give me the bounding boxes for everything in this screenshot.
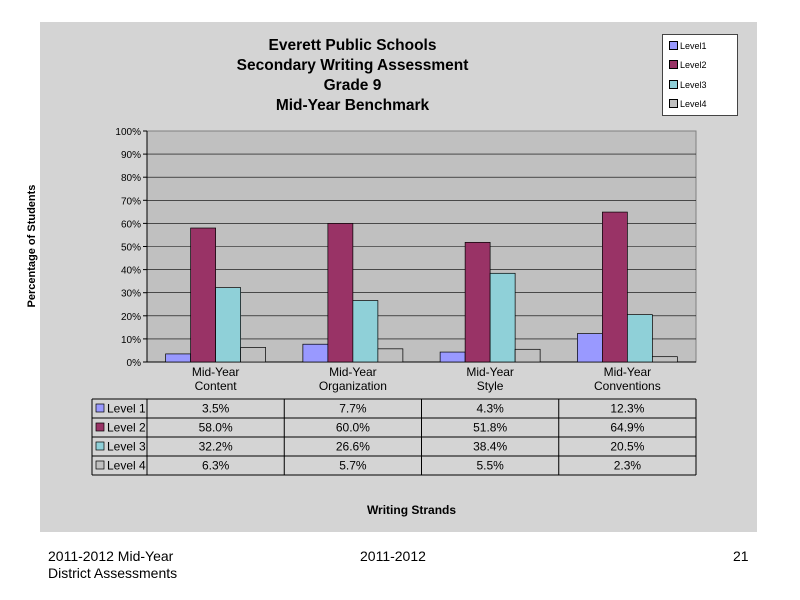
x-category-label: Mid-Year <box>192 365 240 379</box>
table-cell-value: 51.8% <box>473 421 507 435</box>
x-category-label: Mid-Year <box>466 365 514 379</box>
table-cell-value: 2.3% <box>614 459 642 473</box>
x-category-label: Mid-Year <box>604 365 652 379</box>
table-cell-value: 38.4% <box>473 440 507 454</box>
x-category-label: Style <box>477 379 504 393</box>
chart-title-line-1: Everett Public Schools <box>268 37 437 54</box>
bar-level-4-cat-1 <box>240 347 266 363</box>
table-cell-value: 60.0% <box>336 421 370 435</box>
bar-level-3-cat-3 <box>489 272 516 363</box>
y-tick-label: 60% <box>121 219 141 230</box>
table-cell-value: 64.9% <box>610 421 644 435</box>
footer-left-line-1: 2011-2012 Mid-Year <box>48 548 174 564</box>
x-category-label: Mid-Year <box>329 365 377 379</box>
legend-entry-level-1: Level1 <box>669 41 707 51</box>
bar-level-1-cat-2 <box>302 343 329 363</box>
legend-swatch-level-3 <box>669 80 678 89</box>
bar-level-3-cat-4 <box>627 314 653 363</box>
y-tick-label: 80% <box>121 173 141 184</box>
bar-level-4-cat-2 <box>377 348 404 363</box>
footer-center: 2011-2012 <box>360 548 426 564</box>
bar-level-2-cat-2 <box>327 223 354 363</box>
bar-level-2-cat-1 <box>190 227 216 363</box>
table-cell-value: 5.7% <box>339 459 367 473</box>
table-row-label: Level 2 <box>107 421 146 435</box>
bar-level-2-cat-3 <box>464 241 491 363</box>
table-cell-value: 6.3% <box>202 459 230 473</box>
x-category-label: Organization <box>319 379 387 393</box>
y-tick-label: 20% <box>121 312 141 323</box>
table-row-label: Level 3 <box>107 440 146 454</box>
y-tick-label: 50% <box>121 243 141 254</box>
table-cell-value: 20.5% <box>610 440 644 454</box>
table-swatch-level-2 <box>95 422 105 432</box>
chart-title-line-4: Mid-Year Benchmark <box>275 97 430 114</box>
bar-level-2-cat-4 <box>602 211 628 363</box>
table-cell-value: 7.7% <box>339 402 367 416</box>
table-cell-value: 12.3% <box>610 402 644 416</box>
table-swatch-level-4 <box>95 460 105 470</box>
table-cell-value: 26.6% <box>336 440 370 454</box>
x-axis-label: Writing Strands <box>367 503 456 517</box>
bar-level-1-cat-3 <box>439 351 466 363</box>
chart-legend: Level1 Level2 Level3 Level4 <box>662 34 738 116</box>
legend-label-level-1: Level1 <box>680 41 707 51</box>
table-cell-value: 5.5% <box>476 459 504 473</box>
bar-level-3-cat-2 <box>352 300 379 363</box>
table-row-label: Level 1 <box>107 402 146 416</box>
bar-level-4-cat-4 <box>652 356 678 363</box>
legend-swatch-level-1 <box>669 41 678 50</box>
table-swatch-level-1 <box>95 403 105 413</box>
legend-label-level-3: Level3 <box>680 80 707 90</box>
legend-swatch-level-2 <box>669 60 678 69</box>
legend-entry-level-2: Level2 <box>669 60 707 70</box>
y-tick-label: 90% <box>121 150 141 161</box>
legend-entry-level-3: Level3 <box>669 80 707 90</box>
y-tick-label: 70% <box>121 196 141 207</box>
legend-label-level-4: Level4 <box>680 99 707 109</box>
y-tick-label: 10% <box>121 335 141 346</box>
footer-left-line-2: District Assessments <box>48 565 178 581</box>
bar-level-4-cat-3 <box>514 348 541 363</box>
bar-level-1-cat-4 <box>577 333 603 363</box>
y-tick-label: 100% <box>115 127 141 138</box>
x-category-label: Conventions <box>594 379 661 393</box>
bar-level-1-cat-1 <box>165 353 191 363</box>
chart-title-line-2: Secondary Writing Assessment <box>236 57 469 74</box>
chart-title-line-3: Grade 9 <box>323 77 382 94</box>
legend-swatch-level-4 <box>669 99 678 108</box>
x-category-label: Content <box>195 379 238 393</box>
legend-entry-level-4: Level4 <box>669 99 707 109</box>
bar-level-3-cat-1 <box>215 287 241 363</box>
legend-label-level-2: Level2 <box>680 60 707 70</box>
y-tick-label: 0% <box>127 358 142 369</box>
table-cell-value: 32.2% <box>199 440 233 454</box>
table-cell-value: 3.5% <box>202 402 230 416</box>
table-cell-value: 4.3% <box>476 402 504 416</box>
y-tick-label: 30% <box>121 289 141 300</box>
table-cell-value: 58.0% <box>199 421 233 435</box>
y-tick-label: 40% <box>121 266 141 277</box>
table-swatch-level-3 <box>95 441 105 451</box>
page-number: 21 <box>733 548 749 564</box>
table-row-label: Level 4 <box>107 459 146 473</box>
